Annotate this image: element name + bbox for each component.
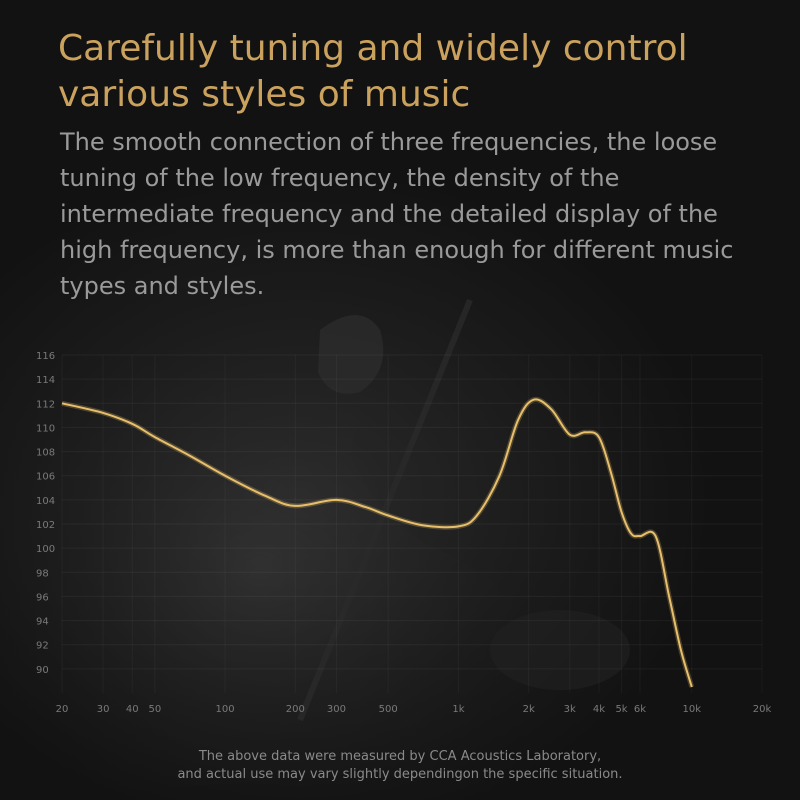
y-tick-label: 96 <box>36 592 49 603</box>
x-tick-label: 4k <box>593 704 605 715</box>
page-title: Carefully tuning and widely control vari… <box>58 26 778 118</box>
title-line-2: various styles of music <box>58 74 471 115</box>
y-tick-label: 116 <box>36 351 55 362</box>
data-point <box>188 454 190 456</box>
footer-note: The above data were measured by CCA Acou… <box>0 748 800 784</box>
data-point <box>569 434 571 436</box>
y-tick-label: 94 <box>36 617 49 628</box>
x-tick-label: 1k <box>452 704 464 715</box>
y-tick-label: 110 <box>36 423 55 434</box>
data-point <box>630 533 632 535</box>
data-point <box>154 436 156 438</box>
data-point <box>387 515 389 517</box>
data-point <box>584 431 586 433</box>
x-tick-label: 200 <box>286 704 305 715</box>
response-curve <box>61 398 693 688</box>
data-point <box>668 595 670 597</box>
data-point <box>61 402 63 404</box>
page-subtitle: The smooth connection of three frequenci… <box>60 128 734 300</box>
data-point <box>335 499 337 501</box>
data-point <box>265 495 267 497</box>
x-tick-label: 500 <box>379 704 398 715</box>
y-tick-label: 90 <box>36 665 49 676</box>
x-axis-ticks: 20 30 40 50 100 200 300 500 1k 2k 3k 4k 5k 6k 10k 20k <box>56 704 772 715</box>
y-tick-label: 102 <box>36 520 55 531</box>
data-point <box>550 408 552 410</box>
footer-line-2: and actual use may vary slightly dependi… <box>177 767 623 782</box>
y-tick-label: 106 <box>36 472 55 483</box>
y-tick-label: 104 <box>36 496 55 507</box>
y-tick-label: 114 <box>36 375 55 386</box>
x-tick-label: 3k <box>564 704 576 715</box>
data-point <box>457 525 459 527</box>
data-point <box>224 475 226 477</box>
data-point <box>639 535 641 537</box>
x-tick-label: 300 <box>327 704 346 715</box>
data-point <box>517 419 519 421</box>
y-tick-label: 100 <box>36 544 55 555</box>
data-point <box>533 399 535 401</box>
grid <box>61 354 763 693</box>
data-point <box>598 436 600 438</box>
data-point <box>691 686 693 688</box>
data-point <box>421 524 423 526</box>
data-point <box>476 515 478 517</box>
x-tick-label: 20 <box>56 704 69 715</box>
x-tick-label: 40 <box>126 704 139 715</box>
x-tick-label: 100 <box>216 704 235 715</box>
data-point <box>621 511 623 513</box>
x-tick-label: 2k <box>523 704 535 715</box>
x-tick-label: 6k <box>634 704 646 715</box>
x-tick-label: 10k <box>683 704 702 715</box>
title-line-1: Carefully tuning and widely control <box>58 28 688 69</box>
y-axis-ticks: 90 92 94 96 98 100 102 104 106 108 110 112 114 116 <box>36 351 55 676</box>
data-point <box>294 505 296 507</box>
x-tick-label: 5k <box>615 704 627 715</box>
y-tick-label: 108 <box>36 448 55 459</box>
y-tick-label: 92 <box>36 641 49 652</box>
response-curve-glow <box>61 396 695 688</box>
data-point <box>499 475 501 477</box>
data-point <box>610 471 612 473</box>
x-tick-label: 30 <box>97 704 110 715</box>
y-tick-label: 112 <box>36 399 55 410</box>
x-tick-label: 50 <box>148 704 161 715</box>
frequency-response-chart: 90 92 94 96 98 100 102 104 106 108 110 112 114 116 20… <box>36 351 772 715</box>
data-point <box>680 650 682 652</box>
data-point <box>131 423 133 425</box>
data-point <box>102 412 104 414</box>
data-point <box>365 506 367 508</box>
footer-line-1: The above data were measured by CCA Acou… <box>198 749 602 764</box>
y-tick-label: 98 <box>36 568 49 579</box>
data-point <box>655 535 657 537</box>
x-tick-label: 20k <box>753 704 772 715</box>
